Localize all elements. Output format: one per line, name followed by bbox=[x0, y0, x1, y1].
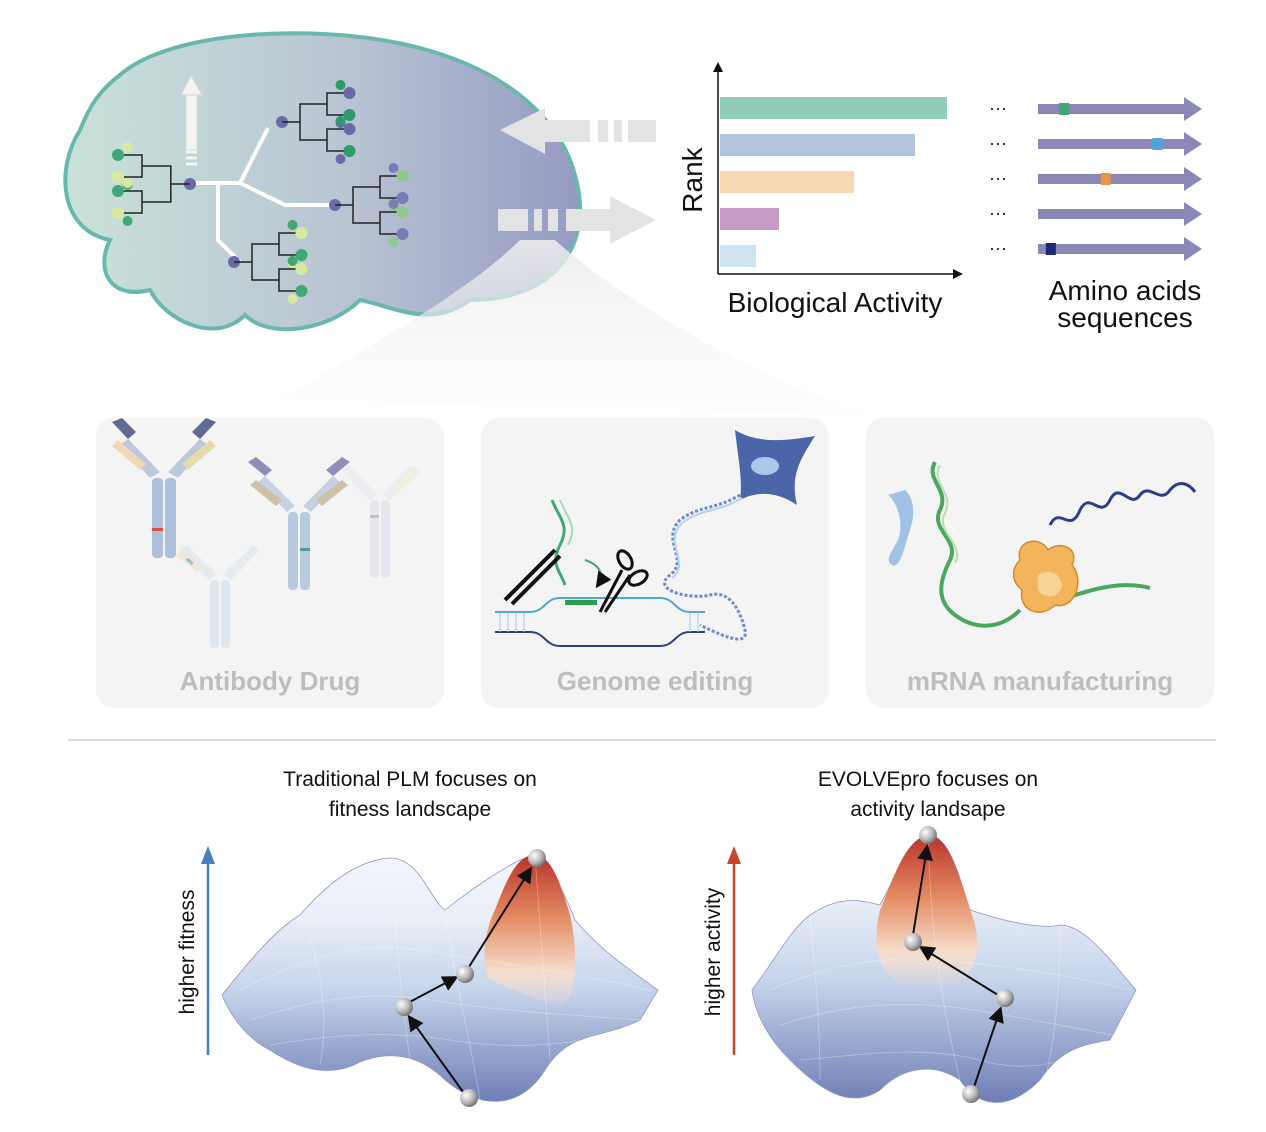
activity-bars bbox=[720, 97, 947, 267]
tree-icon bbox=[276, 80, 356, 164]
rank-axis-arrow-icon bbox=[713, 62, 723, 72]
activity-bar bbox=[720, 245, 756, 267]
sequences-label-line1: Amino acids bbox=[1049, 275, 1202, 306]
sequence-bar bbox=[1038, 139, 1186, 149]
activity-caption-line1: EVOLVEpro focuses on bbox=[818, 768, 1038, 791]
activity-caption-line2: activity landsape bbox=[850, 798, 1005, 821]
activity-axis-arrow-icon bbox=[953, 269, 963, 279]
path-point bbox=[962, 1085, 980, 1103]
sequence-arrowhead-icon bbox=[1184, 237, 1202, 261]
sequence-bar bbox=[1038, 174, 1186, 184]
activity-bar bbox=[720, 171, 854, 193]
activity-bar bbox=[720, 97, 947, 119]
fitness-landscape-panel: Traditional PLM focuses on fitness lands… bbox=[176, 768, 659, 1107]
path-point bbox=[904, 933, 922, 951]
path-point bbox=[528, 849, 546, 867]
rank-axis-label: Rank bbox=[677, 146, 708, 212]
tree-icon bbox=[112, 142, 196, 226]
sequence-arrowhead-icon bbox=[1184, 97, 1202, 121]
sequence-arrowhead-icon bbox=[1184, 202, 1202, 226]
scissors-icon bbox=[598, 549, 649, 613]
sequence-bar bbox=[1038, 244, 1186, 254]
fitness-caption-line1: Traditional PLM focuses on bbox=[283, 768, 537, 791]
path-point bbox=[395, 998, 413, 1016]
sequence-arrowhead-icon bbox=[1184, 132, 1202, 156]
sequence-ellipsis: ··· bbox=[989, 98, 1007, 118]
genome-editing-panel: Genome editing bbox=[481, 418, 829, 708]
activity-bar bbox=[720, 134, 915, 156]
sequence-bar bbox=[1038, 209, 1186, 219]
mutation-marker bbox=[1059, 103, 1070, 115]
path-point bbox=[996, 989, 1014, 1007]
mutation-marker bbox=[1152, 138, 1163, 150]
activity-landscape-panel: EVOLVEpro focuses on activity landsape h… bbox=[702, 768, 1137, 1103]
activity-path bbox=[912, 844, 1004, 1091]
mutation-marker bbox=[1100, 173, 1111, 185]
fitness-path-points bbox=[395, 849, 546, 1107]
expansion-fan bbox=[280, 240, 870, 415]
feedback-arrow-right-icon bbox=[498, 196, 656, 244]
fitness-axis-label: higher fitness bbox=[176, 890, 199, 1015]
sequence-ellipsis: ··· bbox=[989, 133, 1007, 153]
ribosome-icon bbox=[888, 461, 1197, 628]
phylogenetic-trees bbox=[112, 80, 409, 304]
activity-axis-label: higher activity bbox=[702, 887, 725, 1016]
fitness-axis-arrow-icon bbox=[201, 846, 215, 864]
protein-language-model-brain bbox=[63, 31, 583, 332]
sequence-ellipsis: ··· bbox=[989, 238, 1007, 258]
chromosome-icon bbox=[888, 490, 914, 566]
rank-chart: Rank Biological Activity bbox=[677, 62, 963, 318]
feedback-arrow-left-icon bbox=[500, 108, 656, 154]
activity-bar bbox=[720, 208, 779, 230]
activity-path-points bbox=[904, 826, 1014, 1103]
path-point bbox=[456, 965, 474, 983]
fitness-path bbox=[403, 866, 533, 1097]
path-point bbox=[460, 1089, 478, 1107]
fitness-caption-line2: fitness landscape bbox=[329, 798, 491, 821]
genome-editing-title: Genome editing bbox=[557, 666, 753, 696]
activity-axis-arrow-icon bbox=[727, 846, 741, 864]
white-tree-trunk bbox=[195, 127, 330, 264]
amino-acid-sequences: ··· ··· ··· ··· ··· Amino acids sequences bbox=[989, 97, 1202, 333]
tree-icon bbox=[329, 163, 409, 247]
sequence-bar bbox=[1038, 104, 1186, 114]
crispr-icon bbox=[495, 430, 815, 647]
sequences-label-line2: sequences bbox=[1057, 302, 1192, 333]
panel-background bbox=[96, 418, 444, 708]
fitness-surface bbox=[221, 855, 659, 1102]
activity-surface bbox=[751, 834, 1137, 1103]
antibody-drug-panel: Antibody Drug bbox=[96, 418, 444, 708]
mrna-manufacturing-panel: mRNA manufacturing bbox=[866, 418, 1214, 708]
antibody-drug-title: Antibody Drug bbox=[180, 666, 361, 696]
activity-axis-label: Biological Activity bbox=[728, 287, 943, 318]
sequence-ellipsis: ··· bbox=[989, 168, 1007, 188]
mutation-marker bbox=[1045, 243, 1056, 255]
sequence-arrowhead-icon bbox=[1184, 167, 1202, 191]
antibody-icon bbox=[112, 418, 422, 648]
path-point bbox=[919, 826, 937, 844]
sequence-ellipsis: ··· bbox=[989, 203, 1007, 223]
tree-icon bbox=[228, 220, 308, 304]
mrna-manufacturing-title: mRNA manufacturing bbox=[907, 666, 1173, 696]
up-arrow-icon bbox=[180, 74, 203, 166]
